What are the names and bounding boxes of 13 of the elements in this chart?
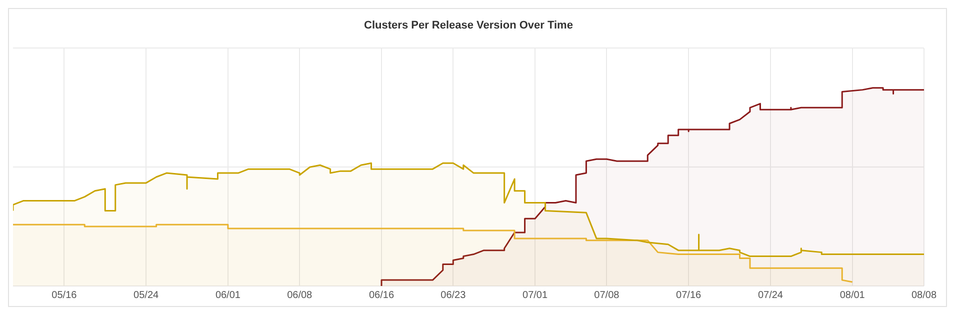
x-tick-label: 08/08 [911,290,937,301]
x-tick-label: 06/16 [368,290,394,301]
x-tick-label: 05/24 [134,290,160,301]
x-tick-label: 06/08 [287,290,313,301]
x-tick-label: 06/01 [215,290,241,301]
x-tick-label: 07/08 [594,290,620,301]
chart-title: Clusters Per Release Version Over Time [364,20,573,32]
x-tick-label: 08/01 [840,290,866,301]
x-tick-label: 07/01 [522,290,548,301]
x-tick-label: 05/16 [52,290,78,301]
x-tick-label: 07/16 [676,290,702,301]
x-tick-label: 07/24 [758,290,784,301]
x-tick-label: 06/23 [440,290,466,301]
